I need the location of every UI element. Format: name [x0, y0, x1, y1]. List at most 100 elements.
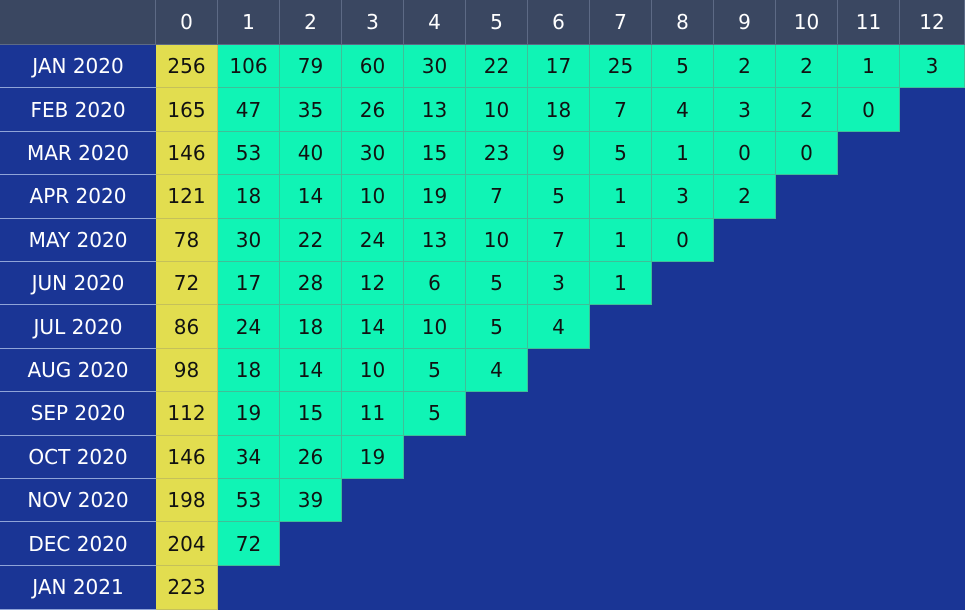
data-cell: 7: [528, 218, 590, 262]
data-cell: 146: [156, 435, 218, 479]
column-header-12: 12: [900, 0, 965, 45]
column-header-0: 0: [156, 0, 218, 45]
data-cell: 19: [404, 175, 466, 219]
data-cell: 13: [404, 88, 466, 132]
data-cell: 3: [652, 175, 714, 219]
data-cell: 12: [342, 262, 404, 306]
column-header-11: 11: [838, 0, 900, 45]
data-cell: 2: [714, 175, 776, 219]
data-cell: 30: [218, 218, 280, 262]
row-label: MAY 2020: [0, 218, 156, 262]
row-label: DEC 2020: [0, 522, 156, 566]
data-cell: 98: [156, 348, 218, 393]
row-label: APR 2020: [0, 175, 156, 219]
data-cell: 72: [156, 262, 218, 306]
column-header-1: 1: [218, 0, 280, 45]
data-cell: 2: [714, 45, 776, 89]
data-cell: 17: [528, 45, 590, 89]
data-cell: 1: [590, 262, 652, 306]
data-cell: 121: [156, 175, 218, 219]
data-cell: 10: [466, 218, 528, 262]
data-cell: 14: [342, 305, 404, 349]
row-label: SEP 2020: [0, 392, 156, 436]
column-header-9: 9: [714, 0, 776, 45]
data-cell: 1: [590, 218, 652, 262]
data-cell: 30: [342, 131, 404, 176]
data-cell: 25: [590, 45, 652, 89]
data-cell: 0: [776, 131, 838, 176]
data-cell: 4: [528, 305, 590, 349]
data-cell: 22: [280, 218, 342, 262]
column-header-8: 8: [652, 0, 714, 45]
data-cell: 4: [652, 88, 714, 132]
data-cell: 2: [776, 88, 838, 132]
data-cell: 15: [280, 392, 342, 436]
data-cell: 24: [218, 305, 280, 349]
data-cell: 5: [466, 305, 528, 349]
column-header-2: 2: [280, 0, 342, 45]
data-cell: 5: [590, 131, 652, 176]
data-cell: 106: [218, 45, 280, 89]
row-label: NOV 2020: [0, 479, 156, 523]
data-cell: 18: [218, 348, 280, 393]
data-cell: 7: [590, 88, 652, 132]
row-label: JUN 2020: [0, 262, 156, 306]
data-cell: 146: [156, 131, 218, 176]
table-corner: [0, 0, 156, 45]
data-cell: 19: [218, 392, 280, 436]
data-cell: 1: [652, 131, 714, 176]
row-label: JAN 2020: [0, 45, 156, 89]
data-cell: 3: [900, 45, 965, 89]
data-cell: 5: [404, 348, 466, 393]
data-cell: 79: [280, 45, 342, 89]
data-cell: 60: [342, 45, 404, 89]
data-cell: 13: [404, 218, 466, 262]
data-cell: 223: [156, 565, 218, 610]
data-cell: 17: [218, 262, 280, 306]
data-cell: 28: [280, 262, 342, 306]
data-cell: 6: [404, 262, 466, 306]
data-cell: 34: [218, 435, 280, 479]
data-cell: 10: [466, 88, 528, 132]
data-cell: 15: [404, 131, 466, 176]
column-header-5: 5: [466, 0, 528, 45]
data-cell: 9: [528, 131, 590, 176]
row-label: MAR 2020: [0, 131, 156, 176]
data-cell: 5: [652, 45, 714, 89]
column-header-7: 7: [590, 0, 652, 45]
data-cell: 24: [342, 218, 404, 262]
data-cell: 47: [218, 88, 280, 132]
data-cell: 14: [280, 348, 342, 393]
data-cell: 10: [342, 175, 404, 219]
column-header-6: 6: [528, 0, 590, 45]
data-cell: 112: [156, 392, 218, 436]
data-cell: 30: [404, 45, 466, 89]
data-cell: 26: [280, 435, 342, 479]
data-cell: 1: [838, 45, 900, 89]
data-cell: 11: [342, 392, 404, 436]
data-cell: 5: [528, 175, 590, 219]
data-cell: 0: [714, 131, 776, 176]
data-cell: 53: [218, 479, 280, 523]
column-header-3: 3: [342, 0, 404, 45]
data-cell: 86: [156, 305, 218, 349]
data-cell: 40: [280, 131, 342, 176]
data-cell: 5: [466, 262, 528, 306]
data-cell: 72: [218, 522, 280, 566]
data-cell: 53: [218, 131, 280, 176]
data-cell: 10: [342, 348, 404, 393]
column-header-4: 4: [404, 0, 466, 45]
data-cell: 78: [156, 218, 218, 262]
data-cell: 165: [156, 88, 218, 132]
data-cell: 204: [156, 522, 218, 566]
data-cell: 2: [776, 45, 838, 89]
data-cell: 35: [280, 88, 342, 132]
data-cell: 1: [590, 175, 652, 219]
data-cell: 3: [528, 262, 590, 306]
data-cell: 7: [466, 175, 528, 219]
column-header-10: 10: [776, 0, 838, 45]
data-cell: 18: [218, 175, 280, 219]
data-cell: 18: [280, 305, 342, 349]
data-cell: 10: [404, 305, 466, 349]
